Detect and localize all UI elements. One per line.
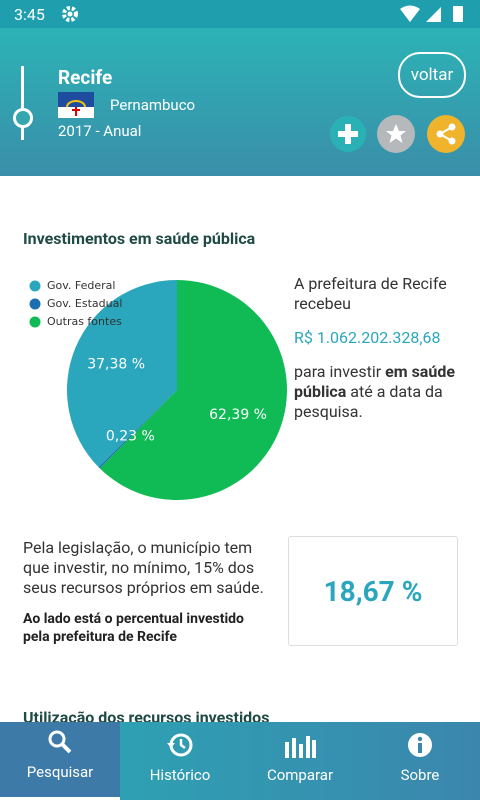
city: Recife bbox=[58, 66, 113, 89]
header: Recife Pernambuco 2017 - Anual voltar bbox=[0, 28, 480, 176]
purpose-start: para investir bbox=[294, 362, 382, 381]
period: 2017 - Anual bbox=[58, 122, 142, 140]
nav-label: Pesquisar bbox=[26, 763, 94, 781]
amount: R$ 1.062.202.328,68 bbox=[294, 328, 441, 347]
legend-label: Gov. Estadual bbox=[47, 297, 122, 310]
search-icon bbox=[48, 730, 72, 754]
pie-slice bbox=[99, 280, 288, 500]
percent-box: 18,67 % bbox=[288, 536, 458, 646]
compare-icon bbox=[285, 736, 316, 758]
purpose-end: até a data da pesquisa. bbox=[294, 382, 443, 421]
pie-chart: 37,38 % 0,23 % 62,39 % Gov. Federal Gov. Est… bbox=[29, 279, 288, 500]
slice-label: 62,39 % bbox=[209, 407, 267, 423]
state-flag bbox=[58, 92, 94, 118]
legend-swatch bbox=[29, 298, 41, 310]
nav-label: Sobre bbox=[400, 766, 440, 784]
settings-icon bbox=[62, 6, 78, 22]
share-button[interactable] bbox=[427, 115, 465, 153]
nav-label: Histórico bbox=[149, 766, 211, 784]
state: Pernambuco bbox=[110, 96, 196, 114]
slice-label: 0,23 % bbox=[106, 429, 155, 445]
legend-swatch bbox=[29, 316, 41, 328]
legend-label: Outras fontes bbox=[47, 315, 122, 328]
nav-tab[interactable]: Comparar bbox=[240, 722, 360, 800]
nav-tab[interactable]: Histórico bbox=[120, 722, 240, 800]
nav-tab[interactable]: Sobre bbox=[360, 722, 480, 800]
favorite-button[interactable] bbox=[377, 115, 415, 153]
nav-tab[interactable]: Pesquisar bbox=[0, 722, 120, 800]
timeline bbox=[21, 66, 24, 140]
clock: 3:45 bbox=[14, 5, 45, 24]
timeline-dot bbox=[13, 108, 33, 128]
add-button[interactable] bbox=[330, 116, 366, 152]
history-icon bbox=[167, 733, 193, 757]
legend-label: Gov. Federal bbox=[47, 279, 115, 292]
legend-swatch bbox=[29, 280, 41, 292]
intro-text: A prefeitura de Recife recebeu bbox=[294, 274, 447, 313]
slice-label: 37,38 % bbox=[87, 357, 145, 373]
info-icon bbox=[408, 733, 432, 757]
pie-slice bbox=[66, 280, 177, 468]
status-icons bbox=[400, 5, 463, 22]
share-icon bbox=[436, 123, 456, 145]
legislation-note: Ao lado está o percentual investido pela… bbox=[23, 611, 244, 645]
nav-label: Comparar bbox=[266, 766, 334, 784]
star-icon bbox=[386, 124, 406, 143]
purpose-bold: em saúde pública bbox=[294, 362, 455, 401]
plus-icon bbox=[338, 124, 358, 144]
purpose-text: para investir em saúde pública até a dat… bbox=[294, 362, 464, 422]
section-title: Investimentos em saúde pública bbox=[23, 229, 256, 248]
back-button[interactable]: voltar bbox=[398, 52, 466, 98]
bottom-nav: Pesquisar Histórico Comparar Sobre bbox=[0, 722, 480, 800]
legislation-text: Pela legislação, o município tem que inv… bbox=[23, 538, 264, 597]
pie-slice bbox=[98, 390, 177, 469]
status-bar: 3:45 bbox=[0, 0, 480, 28]
